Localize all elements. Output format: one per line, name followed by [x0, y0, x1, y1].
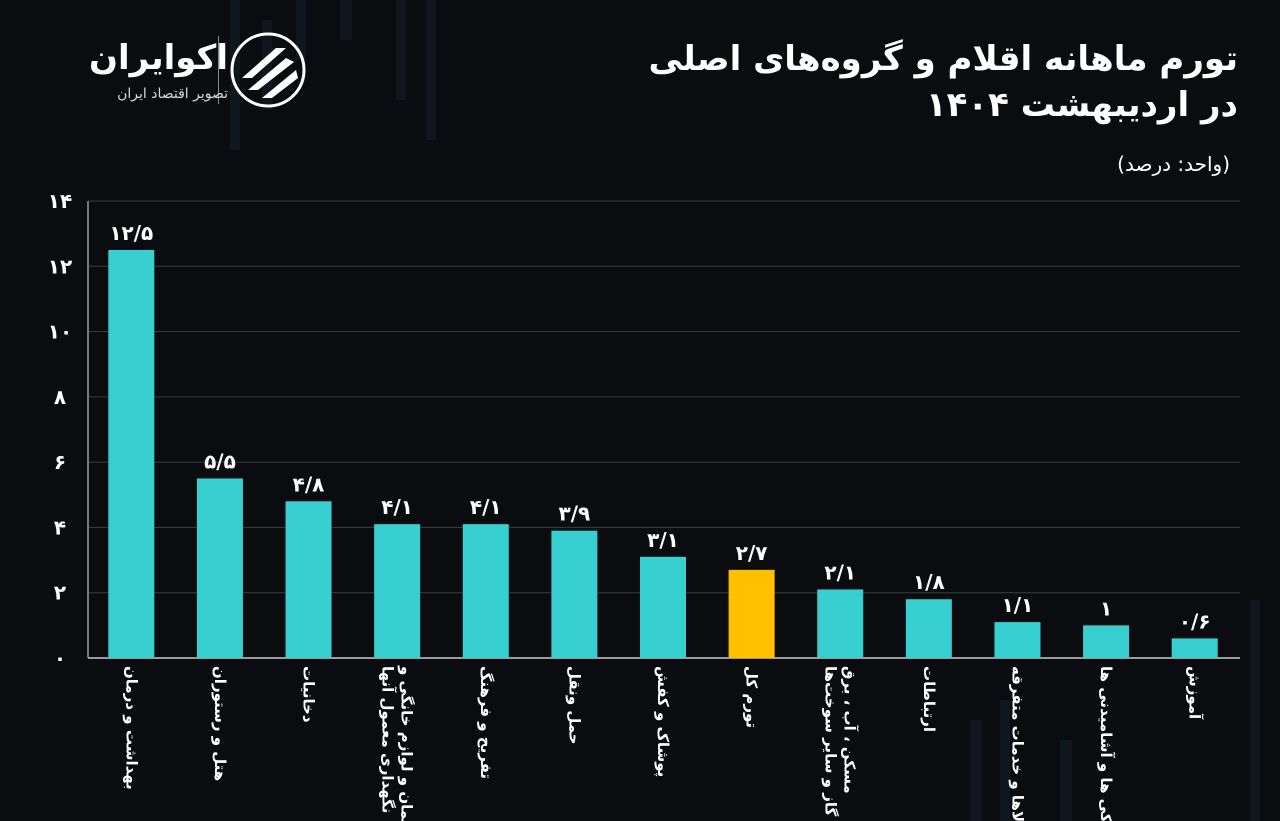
x-tick-label: هتل و رستوران	[211, 666, 229, 781]
bar	[728, 569, 775, 658]
logo-divider	[218, 36, 219, 104]
x-tick-label: حمل ونقل	[565, 666, 583, 745]
data-label: ۱/۸	[913, 570, 945, 594]
x-tick-label-group: مسکن ، آب ، برق، گاز و سایر سوخت‌ها	[822, 666, 859, 821]
bar	[1171, 638, 1218, 658]
data-label: ۴/۱	[470, 495, 502, 519]
x-tick-label: ارتباطات	[920, 666, 938, 732]
brand-logo: اکوایران تصویر اقتصاد ایران	[50, 30, 320, 110]
y-tick-label: ۸	[54, 385, 66, 409]
chart-title-line2: در اردیبهشت ۱۴۰۴	[925, 85, 1238, 125]
x-tick-label: کالاها و خدمات متفرقه	[1008, 666, 1026, 821]
bar	[108, 249, 155, 658]
bar	[551, 530, 598, 658]
y-tick-label: ۱۴	[48, 189, 72, 213]
x-tick-label: تفریح و فرهنگ	[477, 666, 495, 779]
data-label: ۱۲/۵	[109, 221, 153, 245]
x-tick-label-group: تفریح و فرهنگ	[477, 666, 495, 779]
data-label: ۱	[1100, 596, 1112, 620]
x-tick-label: دخانیات	[300, 666, 318, 723]
bar	[994, 622, 1041, 658]
data-label: ۰/۶	[1179, 609, 1211, 633]
data-label: ۳/۹	[559, 502, 591, 526]
bar	[196, 478, 243, 658]
data-label: ۴/۱	[381, 495, 413, 519]
x-tick-label-group: تورم کل	[743, 666, 761, 728]
data-label: ۳/۱	[647, 528, 679, 552]
x-tick-label-group: هتل و رستوران	[211, 666, 229, 781]
data-label: ۲/۷	[736, 541, 768, 565]
x-tick-label-group: آموزش	[1186, 666, 1204, 720]
x-tick-label-group: ارتباطات	[920, 666, 938, 732]
x-tick-label: مبلمان و لوازم خانگی و	[398, 665, 416, 821]
x-tick-label-group: پوشاک و کفش	[653, 666, 672, 777]
y-tick-label: ۱۲	[48, 254, 72, 278]
y-tick-label: ۴	[54, 515, 66, 539]
y-tick-label: ۱۰	[48, 320, 72, 344]
x-tick-label: مسکن ، آب ، برق	[841, 666, 859, 794]
x-tick-label: آموزش	[1186, 666, 1204, 720]
x-tick-label: بهداشت و درمان	[122, 666, 140, 790]
bar	[462, 524, 509, 658]
x-tick-label: نگهداری معمول آنها	[379, 666, 397, 813]
data-label: ۱/۱	[1002, 593, 1034, 617]
x-tick-label-group: دخانیات	[300, 666, 318, 723]
bar	[1083, 625, 1130, 658]
chart-title: تورم ماهانه اقلام و گروه‌های اصلی در ارد…	[538, 36, 1238, 128]
x-tick-label-group: خوراکی ها و آشامیدنی ها	[1097, 666, 1115, 821]
x-tick-label: تورم کل	[743, 666, 761, 728]
brand-tagline: تصویر اقتصاد ایران	[117, 86, 228, 102]
data-label: ۵/۵	[204, 449, 236, 473]
x-tick-label: پوشاک و کفش	[653, 666, 672, 777]
brand-logo-icon	[230, 32, 306, 108]
y-tick-label: ۰	[54, 646, 66, 670]
chart-title-line1: تورم ماهانه اقلام و گروه‌های اصلی	[648, 39, 1238, 79]
x-tick-label-group: حمل ونقل	[565, 666, 583, 745]
data-label: ۴/۸	[293, 472, 325, 496]
y-tick-label: ۲	[54, 581, 66, 605]
x-tick-label: ، گاز و سایر سوخت‌ها	[822, 666, 840, 821]
bar	[374, 524, 421, 658]
data-label: ۲/۱	[824, 560, 856, 584]
y-tick-label: ۶	[54, 450, 66, 474]
brand-name: اکوایران	[89, 38, 228, 78]
bar	[285, 501, 332, 658]
x-tick-label: خوراکی ها و آشامیدنی ها	[1097, 666, 1115, 821]
bar	[817, 589, 864, 658]
bar	[905, 599, 952, 658]
bar	[640, 556, 686, 658]
x-tick-label-group: بهداشت و درمان	[122, 666, 140, 790]
x-tick-label-group: کالاها و خدمات متفرقه	[1008, 666, 1026, 821]
unit-label: (واحد: درصد)	[1117, 152, 1230, 176]
